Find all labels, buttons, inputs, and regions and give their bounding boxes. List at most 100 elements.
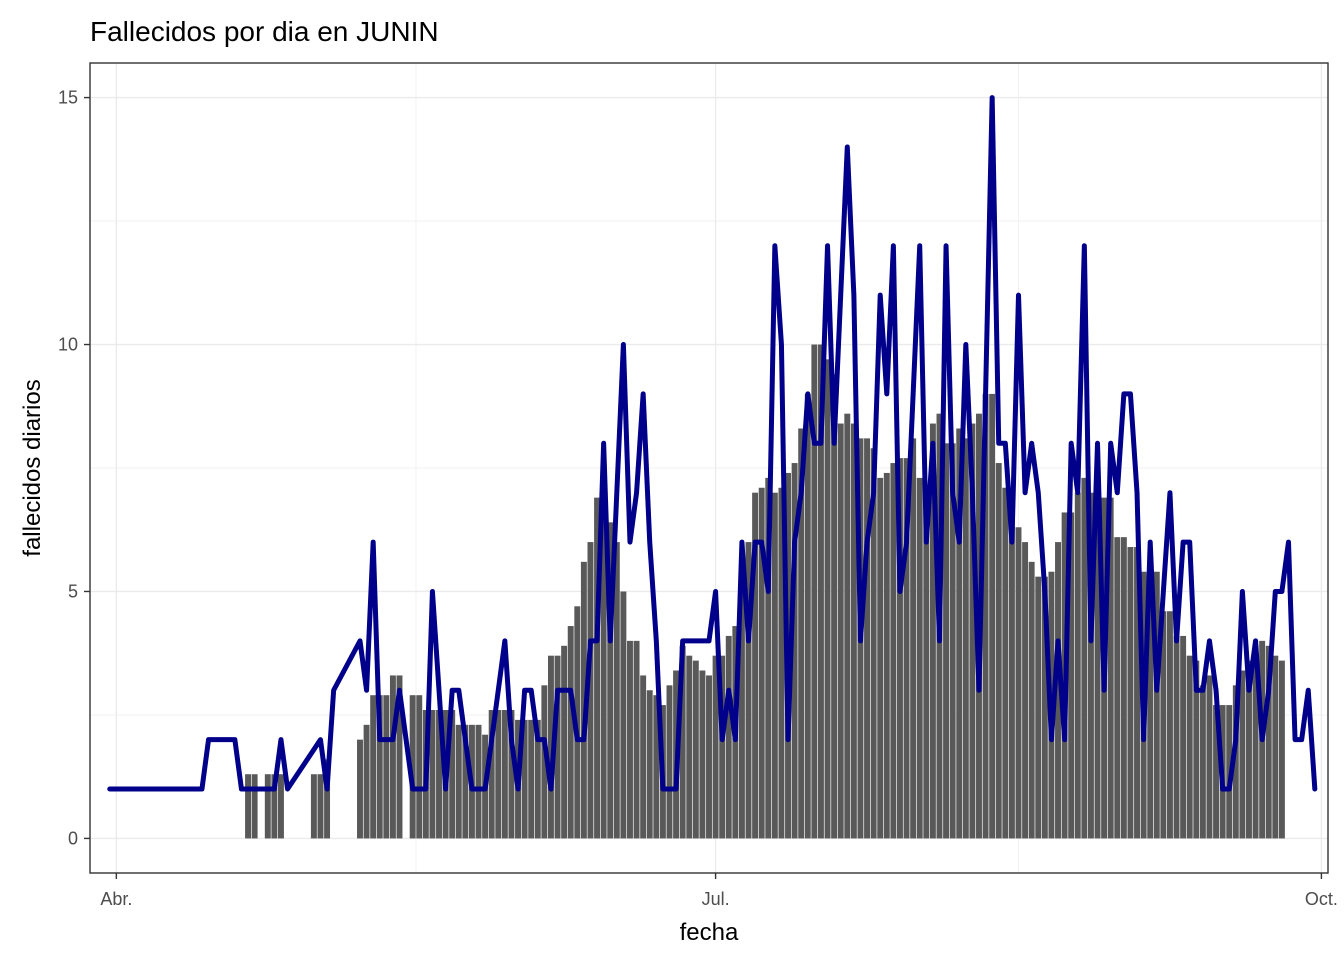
bar [778, 487, 785, 839]
bar [1180, 635, 1187, 839]
daily-deaths-line [107, 95, 1318, 792]
bar [1094, 512, 1101, 839]
bar [501, 710, 508, 839]
bar [1107, 497, 1114, 839]
bar [594, 497, 601, 839]
bar [567, 626, 574, 839]
bar [264, 774, 271, 839]
bar [850, 423, 857, 839]
bar [278, 774, 284, 839]
bar [706, 675, 712, 839]
bar [271, 774, 278, 839]
bar [508, 710, 515, 839]
bar [324, 759, 331, 839]
axes: 0 5 10 15 Abr. Jul. Oct. [58, 88, 1338, 909]
bar [370, 695, 377, 839]
bar [811, 344, 818, 839]
bar [416, 695, 423, 839]
x-tick-label: Jul. [702, 889, 730, 909]
y-tick-label: 0 [68, 828, 78, 848]
bar [897, 458, 903, 839]
bar [817, 344, 824, 839]
bar [1166, 611, 1173, 839]
bar [455, 724, 462, 839]
bar [844, 413, 851, 839]
bar [1265, 645, 1272, 839]
bar [1041, 576, 1048, 839]
x-tick-label: Abr. [100, 889, 132, 909]
bar [870, 448, 877, 839]
bar [712, 655, 719, 839]
bar [982, 393, 989, 839]
bar [745, 542, 752, 839]
bar [956, 428, 963, 839]
bar [771, 492, 778, 839]
bar [409, 695, 416, 839]
bar [824, 359, 831, 839]
bar [949, 443, 956, 839]
bar [831, 374, 838, 839]
bar [686, 655, 693, 839]
line-series [107, 95, 1318, 792]
bar [554, 655, 561, 839]
bar [943, 443, 950, 839]
bar [699, 670, 706, 839]
bar [1022, 542, 1029, 839]
bar [1153, 571, 1160, 839]
bar [317, 774, 324, 839]
bar [910, 438, 917, 839]
bar [1134, 547, 1140, 839]
bar [1147, 571, 1154, 839]
bar [488, 710, 495, 839]
bar [1252, 645, 1259, 839]
bar [521, 719, 528, 839]
bar [1193, 660, 1200, 839]
bar [396, 675, 403, 839]
bar [462, 724, 469, 839]
bar [1120, 537, 1127, 839]
bar [376, 695, 383, 839]
bar [995, 463, 1002, 839]
bar [1087, 492, 1094, 839]
bar [765, 477, 772, 839]
bar [587, 542, 594, 839]
bar [534, 719, 541, 839]
bar [752, 492, 759, 839]
bar [725, 635, 732, 839]
bar [580, 561, 587, 839]
bar [719, 655, 726, 839]
bar [541, 685, 548, 839]
bar [758, 487, 765, 839]
bar [791, 463, 798, 839]
bar [627, 640, 633, 839]
bar [607, 522, 614, 839]
bar [929, 423, 936, 839]
bar [1002, 487, 1009, 839]
bar [245, 774, 252, 839]
bar [1278, 660, 1285, 839]
plot-panel-border [89, 62, 1329, 874]
bar [883, 472, 890, 839]
bar [449, 710, 456, 839]
bar [989, 393, 996, 839]
bar [495, 710, 502, 839]
y-tick-label: 5 [68, 581, 78, 601]
bar [962, 438, 969, 839]
bar [1160, 611, 1167, 839]
bar [613, 542, 620, 839]
x-tick-label: Oct. [1305, 889, 1338, 909]
y-tick-label: 15 [58, 88, 78, 108]
bar [969, 423, 976, 839]
bar [1074, 492, 1081, 839]
bar [877, 477, 884, 839]
bar [864, 438, 871, 839]
bar [692, 660, 699, 839]
bar [1081, 477, 1088, 839]
bar [1206, 675, 1213, 839]
bar [1173, 635, 1180, 839]
x-axis-title: fecha [680, 919, 739, 946]
bar [357, 739, 363, 839]
bar [798, 428, 805, 839]
bar [429, 710, 436, 839]
